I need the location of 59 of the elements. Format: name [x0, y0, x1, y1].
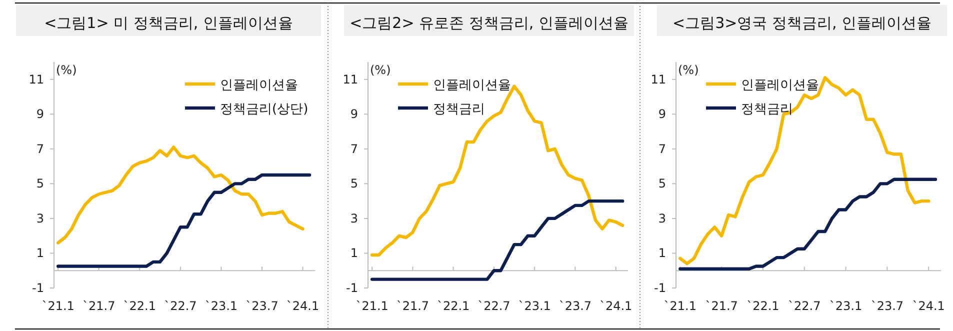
legend-label: 정책금리(상단)	[220, 102, 308, 117]
x-tick-label: `24.1	[286, 299, 320, 313]
legend-label: 인플레이션율	[220, 78, 298, 93]
y-tick-label: 3	[36, 211, 44, 226]
chart-title: <그림3>영국 정책금리, 인플레이션율	[672, 14, 932, 32]
y-tick-label: 1	[36, 246, 44, 260]
x-tick-label: `22.1	[436, 299, 470, 313]
legend-label: 인플레이션율	[433, 78, 511, 93]
y-axis-title: (%)	[678, 63, 699, 77]
y-tick-label: 3	[350, 211, 358, 226]
x-tick-label: `22.7	[788, 299, 821, 313]
x-tick-label: `23.7	[558, 299, 592, 313]
y-tick-label: 5	[350, 176, 358, 191]
x-tick-label: `22.7	[164, 299, 197, 313]
y-tick-label: 7	[350, 142, 358, 156]
x-tick-label: `21.1	[664, 299, 696, 313]
x-tick-label: `21.7	[82, 299, 116, 313]
y-tick-label: 5	[658, 176, 666, 191]
y-tick-label: 11	[342, 72, 358, 86]
x-tick-label: `21.1	[42, 299, 74, 313]
chart-title: <그림1> 미 정책금리, 인플레이션율	[44, 14, 293, 32]
line-series	[56, 146, 304, 244]
line-series	[56, 173, 312, 268]
x-tick-label: `22.1	[746, 299, 780, 313]
y-tick-label: 1	[350, 246, 358, 260]
line-series	[370, 199, 624, 281]
legend-label: 인플레이션율	[741, 78, 819, 93]
x-tick-label: `22.7	[478, 299, 510, 313]
x-tick-label: `23.7	[246, 299, 278, 313]
x-tick-label: `24.1	[912, 299, 945, 313]
y-axis-title: (%)	[370, 63, 391, 77]
y-tick-label: -1	[346, 281, 358, 295]
y-tick-label: 7	[36, 142, 44, 156]
x-tick-label: `23.1	[518, 299, 551, 313]
y-tick-label: 11	[650, 72, 666, 86]
line-series	[678, 178, 938, 270]
x-tick-label: `23.7	[870, 299, 904, 313]
y-tick-label: 9	[350, 107, 358, 122]
x-tick-label: `21.1	[356, 299, 388, 313]
y-tick-label: -1	[32, 281, 44, 295]
y-tick-label: 5	[36, 176, 44, 191]
y-tick-label: 1	[658, 246, 666, 260]
y-tick-label: 7	[658, 142, 666, 156]
x-tick-label: `22.1	[123, 299, 156, 313]
line-series	[678, 76, 930, 266]
y-axis-title: (%)	[56, 63, 77, 77]
x-tick-label: `23.1	[829, 299, 862, 313]
y-tick-label: 3	[658, 211, 666, 226]
legend-label: 정책금리	[433, 102, 485, 117]
chart-title: <그림2> 유로존 정책금리, 인플레이션율	[350, 14, 628, 32]
y-tick-label: 9	[658, 107, 666, 122]
x-tick-label: `24.1	[599, 299, 632, 313]
y-tick-label: 11	[28, 72, 44, 86]
x-tick-label: `23.1	[204, 299, 238, 313]
y-tick-label: -1	[654, 281, 666, 295]
x-tick-label: `21.7	[705, 299, 738, 313]
y-tick-label: 9	[36, 107, 44, 122]
x-tick-label: `21.7	[396, 299, 430, 313]
legend-label: 정책금리	[741, 102, 793, 117]
